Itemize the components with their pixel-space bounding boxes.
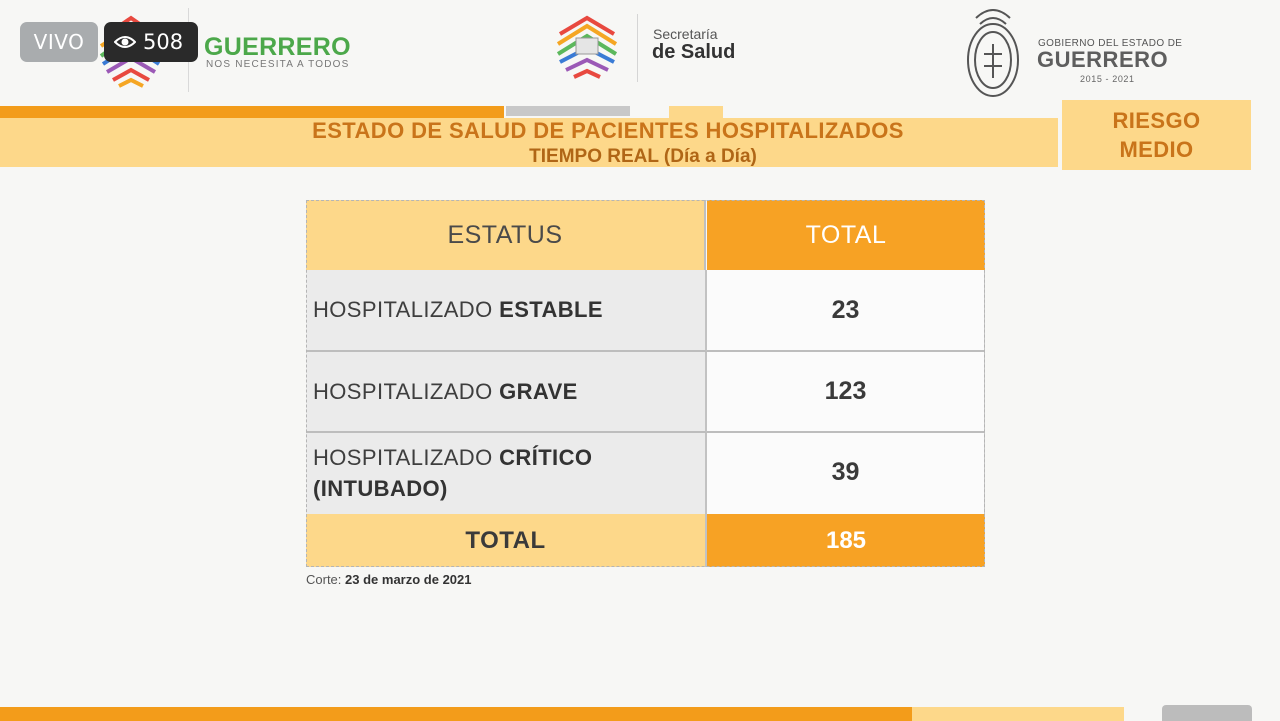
decorative-strip [506, 106, 630, 116]
row-label-status: GRAVE [499, 379, 578, 404]
brand-subtitle: NOS NECESITA A TODOS [206, 59, 350, 70]
state-seal-icon [967, 9, 1019, 97]
brand-title: GUERRERO [204, 33, 351, 61]
row-label-status: CRÍTICO [499, 445, 593, 470]
cutoff-label: Corte: [306, 572, 342, 587]
table-row-value: 39 [707, 433, 985, 514]
row-label-status: ESTABLE [499, 297, 603, 322]
row-label-detail: (INTUBADO) [313, 476, 448, 501]
page-title: ESTADO DE SALUD DE PACIENTES HOSPITALIZA… [312, 118, 904, 143]
header-divider [637, 14, 638, 82]
table-row-label: HOSPITALIZADO ESTABLE [306, 270, 707, 352]
footer-strip [0, 707, 912, 721]
column-header-status: ESTATUS [306, 200, 706, 270]
viewer-count: 508 [143, 30, 184, 54]
secretaria-label: Secretaría [653, 26, 718, 42]
risk-level: MEDIO [1119, 137, 1194, 162]
eye-icon [114, 36, 136, 48]
viewer-count-badge: 508 [104, 22, 198, 62]
table-row-label: HOSPITALIZADO CRÍTICO (INTUBADO) [306, 433, 707, 514]
row-label-prefix: HOSPITALIZADO [313, 445, 500, 470]
footer-strip [912, 707, 1124, 721]
table-row-value: 123 [707, 352, 985, 433]
table-row-label: HOSPITALIZADO GRAVE [306, 352, 707, 433]
government-years: 2015 - 2021 [1080, 74, 1135, 84]
row-label-prefix: HOSPITALIZADO [313, 379, 500, 404]
total-value: 185 [707, 514, 985, 567]
decorative-strip [0, 106, 504, 118]
risk-label: RIESGO [1112, 108, 1201, 133]
title-banner [0, 118, 1058, 167]
footer-tab [1162, 705, 1252, 721]
live-badge: VIVO [20, 22, 98, 62]
row-label-prefix: HOSPITALIZADO [313, 297, 500, 322]
table-row-value: 23 [707, 270, 985, 352]
total-label: TOTAL [306, 514, 707, 567]
column-header-total: TOTAL [707, 200, 985, 270]
cutoff-date: Corte: 23 de marzo de 2021 [306, 572, 472, 587]
government-label: GOBIERNO DEL ESTADO DE [1038, 38, 1183, 49]
risk-level-badge: RIESGO MEDIO [1062, 100, 1251, 170]
page-subtitle: TIEMPO REAL (Día a Día) [529, 146, 757, 167]
decorative-strip [669, 106, 723, 118]
government-state-name: GUERRERO [1037, 47, 1169, 72]
salud-label: de Salud [652, 41, 736, 63]
hospitalization-table: ESTATUS TOTAL HOSPITALIZADO ESTABLE 23 H… [306, 200, 985, 567]
cutoff-value: 23 de marzo de 2021 [345, 572, 472, 587]
secretaria-salud-logo-icon [556, 15, 618, 79]
